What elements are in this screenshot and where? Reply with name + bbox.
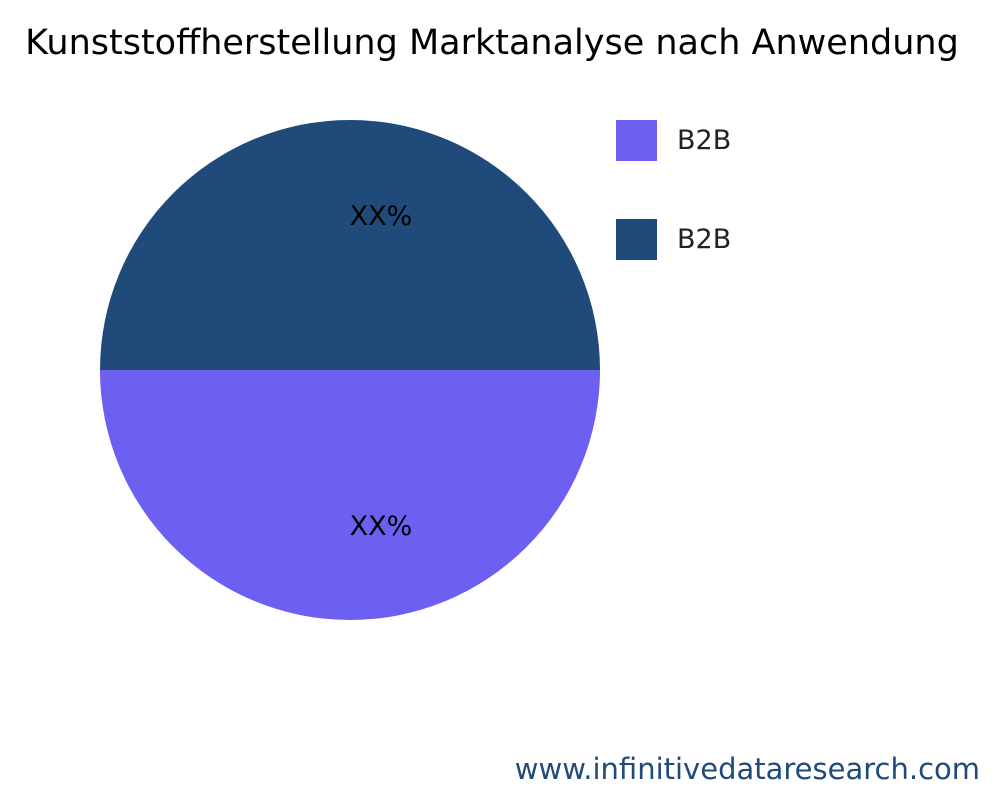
legend-swatch-0 xyxy=(616,120,657,161)
chart-title: Kunststoffherstellung Marktanalyse nach … xyxy=(25,23,959,63)
footer-website: www.infinitivedataresearch.com xyxy=(514,752,980,786)
pie-slice-0[interactable] xyxy=(100,370,600,620)
legend: B2B B2B xyxy=(616,120,731,318)
legend-swatch-1 xyxy=(616,219,657,260)
slice-label-0: XX% xyxy=(350,511,413,542)
slice-label-1: XX% xyxy=(350,201,413,232)
legend-item-0[interactable]: B2B xyxy=(616,120,731,161)
legend-label-1: B2B xyxy=(677,224,732,255)
pie-slice-1[interactable] xyxy=(100,120,600,370)
legend-label-0: B2B xyxy=(677,125,732,156)
legend-item-1[interactable]: B2B xyxy=(616,219,731,260)
